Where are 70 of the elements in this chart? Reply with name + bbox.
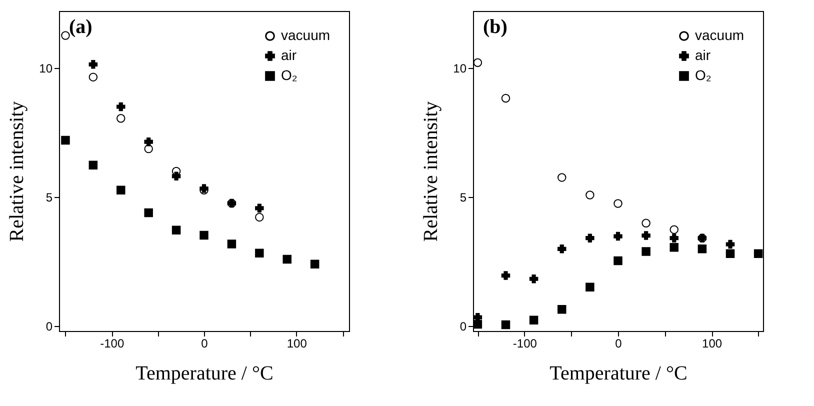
point — [144, 208, 153, 218]
point — [144, 144, 153, 154]
point — [473, 58, 482, 67]
point — [529, 274, 538, 284]
point — [172, 172, 181, 181]
legend-label: air — [695, 47, 711, 63]
point — [172, 226, 181, 234]
x-tick-label: 100 — [702, 336, 722, 350]
point — [116, 102, 126, 112]
point — [88, 160, 98, 170]
point — [88, 60, 98, 69]
legend-label: air — [281, 47, 297, 63]
point — [642, 231, 650, 240]
y-axis-title: Relative intensity — [420, 101, 442, 242]
point — [586, 282, 594, 292]
y-tick-label: 10 — [453, 61, 467, 76]
point — [726, 249, 735, 258]
point — [501, 94, 510, 103]
legend-label: O₂ — [695, 67, 712, 83]
point — [642, 218, 650, 228]
point — [255, 248, 264, 258]
point — [529, 316, 538, 325]
y-tick-label: 5 — [460, 190, 467, 204]
x-tick-label: -100 — [100, 336, 124, 350]
y-tick-label: 10 — [39, 61, 53, 76]
point — [670, 243, 678, 252]
x-tick-label: -100 — [512, 336, 538, 350]
x-axis-title: Temperature / °C — [550, 362, 688, 384]
point — [586, 190, 594, 200]
point — [61, 31, 70, 40]
x-tick-label: 0 — [201, 336, 208, 350]
point — [670, 234, 678, 242]
point — [501, 320, 510, 330]
point — [200, 230, 208, 240]
x-tick-label: 0 — [615, 336, 622, 350]
point — [642, 247, 650, 256]
annotation: (a) — [69, 16, 92, 38]
point — [255, 204, 264, 213]
point — [614, 232, 622, 241]
point — [754, 249, 763, 258]
y-tick-label: 5 — [46, 190, 53, 204]
y-tick-label: 0 — [46, 319, 53, 334]
point — [227, 240, 236, 248]
legend-label: vacuum — [695, 27, 744, 43]
point — [558, 244, 566, 254]
point — [614, 256, 622, 266]
point — [116, 114, 126, 123]
y-tick-label: 0 — [460, 319, 467, 334]
point — [61, 136, 70, 145]
point — [586, 234, 594, 242]
x-tick-label: 100 — [286, 336, 308, 350]
point — [473, 320, 482, 329]
point — [670, 225, 678, 234]
point — [88, 72, 98, 82]
y-axis-title: Relative intensity — [6, 101, 28, 242]
legend-label: O₂ — [281, 67, 298, 83]
point — [501, 271, 510, 280]
point — [310, 260, 320, 269]
x-axis-title: Temperature / °C — [136, 362, 274, 384]
point — [726, 240, 735, 249]
point — [144, 137, 153, 146]
point — [255, 212, 264, 222]
point — [698, 244, 707, 254]
point — [614, 199, 622, 208]
point — [558, 173, 566, 182]
legend-label: vacuum — [281, 27, 330, 43]
point — [116, 186, 126, 194]
point — [558, 304, 566, 314]
annotation: (b) — [483, 16, 508, 38]
point — [282, 254, 292, 264]
